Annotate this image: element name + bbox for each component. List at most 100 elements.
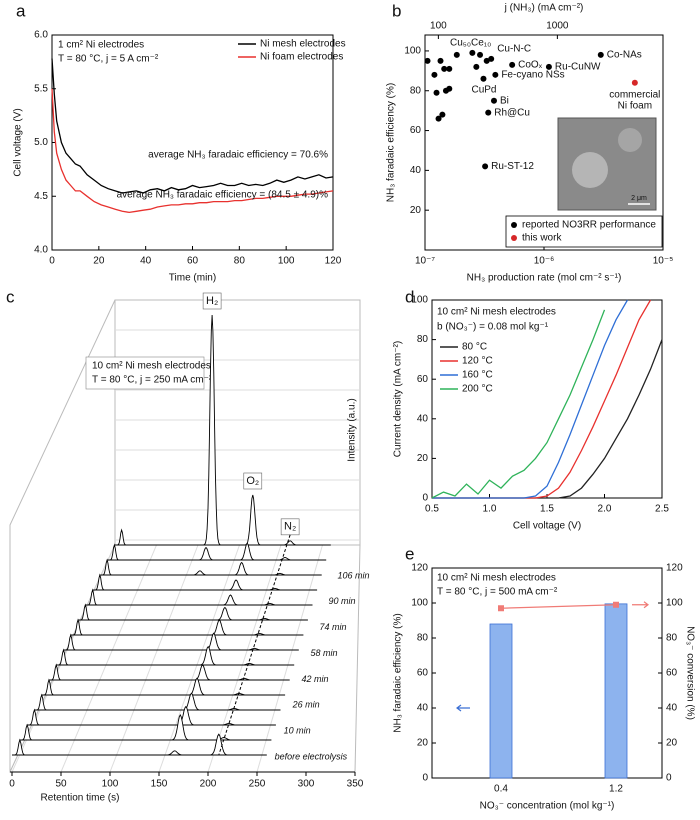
chromatogram — [85, 588, 313, 606]
annotation: 10 cm² Ni mesh electrodes — [437, 307, 556, 318]
chromatogram — [34, 692, 281, 711]
data-point — [446, 85, 453, 92]
y-tick-label: 80 — [417, 334, 429, 345]
point-label: Cu₅₀Ce₁₀ — [450, 38, 491, 49]
peak-guide — [218, 534, 291, 756]
data-point — [437, 57, 444, 64]
chromatogram — [56, 645, 295, 666]
annotation: T = 80 °C, j = 5 A cm⁻² — [58, 54, 159, 65]
y-tick-label: 120 — [411, 563, 428, 574]
point-label: Ni foam — [618, 100, 652, 111]
y-tick-label: 80 — [410, 85, 422, 96]
chromatogram — [115, 314, 331, 546]
y-tick-label: 100 — [404, 46, 421, 57]
annotation: b (NO₃⁻) = 0.08 mol kg⁻¹ — [437, 322, 549, 333]
line-series — [432, 299, 629, 499]
legend-marker — [511, 222, 517, 228]
inset-feature — [572, 152, 608, 188]
axis-arrow — [632, 601, 649, 609]
x-axis-label: NH₃ production rate (mol cm⁻² s⁻¹) — [467, 273, 622, 284]
y-tick-label: 0 — [422, 493, 428, 504]
bar — [604, 603, 628, 779]
y-tick-label: 20 — [410, 205, 422, 216]
x-tick-label: 0.5 — [425, 504, 439, 515]
x-tick-label: 100 — [278, 256, 295, 267]
point-label: Ru-CuNW — [555, 61, 601, 72]
y-tick-label: 40 — [417, 703, 429, 714]
chromatogram — [19, 714, 272, 741]
y-tick-label: 40 — [417, 413, 429, 424]
data-point — [545, 63, 552, 70]
y-tick-label: 60 — [417, 668, 429, 679]
legend-label: Ni foam electrodes — [260, 52, 343, 63]
y2-tick-label: 20 — [666, 738, 678, 749]
floor-grid — [207, 544, 282, 773]
wall — [114, 299, 361, 546]
x-axis-label: Retention time (s) — [41, 793, 120, 804]
data-point — [483, 57, 490, 64]
annotation: T = 80 °C, j = 500 mA cm⁻² — [437, 587, 558, 598]
floor-grid — [158, 544, 240, 773]
y-tick-label: 100 — [411, 598, 428, 609]
line-series — [431, 309, 606, 499]
legend-label: 200 °C — [462, 384, 493, 395]
y-tick-label: 0 — [422, 773, 428, 784]
legend-marker — [511, 235, 517, 241]
trace-label: 42 min — [302, 674, 329, 684]
point-label: Cu-N-C — [497, 44, 531, 55]
legend-box — [505, 215, 663, 248]
panel-label: c — [6, 287, 15, 306]
data-point — [509, 61, 516, 68]
y2-tick-label: 0 — [666, 773, 672, 784]
data-point — [446, 65, 453, 72]
data-point — [439, 111, 446, 118]
y-axis-label: Cell voltage (V) — [13, 108, 24, 176]
trace-label: 10 min — [284, 726, 311, 736]
line-series — [51, 88, 334, 214]
x-tick-label: 2.5 — [655, 504, 669, 515]
data-point — [631, 79, 638, 86]
y-tick-label: 20 — [417, 738, 429, 749]
peak-label: H₂ — [206, 295, 218, 307]
x-tick-label: 10⁻⁵ — [653, 256, 674, 267]
x-axis-label: Time (min) — [169, 273, 216, 284]
y-tick-label: 4.0 — [34, 245, 48, 256]
y-tick-label: 5.0 — [34, 137, 48, 148]
y-axis-label: Intensity (a.u.) — [347, 398, 358, 461]
axis-arrow — [456, 704, 470, 712]
x-tick-label: 20 — [93, 256, 105, 267]
y-tick-label: 5.5 — [34, 83, 48, 94]
y-tick-label: 60 — [410, 125, 422, 136]
data-point — [477, 51, 484, 58]
trace-label: 90 min — [328, 596, 355, 606]
data-point — [441, 65, 448, 72]
x-tick-label: 0.4 — [494, 784, 508, 795]
chromatogram — [41, 677, 286, 696]
annotation: 10 cm² Ni mesh electrodes — [437, 573, 556, 584]
peak-label-box — [243, 472, 263, 490]
panel-label: e — [405, 544, 414, 563]
chromatogram — [70, 618, 304, 636]
chromatogram — [78, 603, 308, 621]
y2-tick-label: 60 — [666, 668, 678, 679]
annotation-box — [85, 356, 205, 390]
x-axis-label: NO₃⁻ concentration (mol kg⁻¹) — [480, 801, 615, 812]
legend-label: 120 °C — [462, 356, 493, 367]
x-tick-label: 80 — [234, 256, 246, 267]
data-point — [433, 89, 440, 96]
data-point — [488, 55, 495, 62]
legend-label: 80 °C — [462, 342, 487, 353]
data-point — [480, 75, 487, 82]
y2-axis-label: NO₃⁻ conversion (%) — [684, 626, 695, 720]
point-label: commercial — [609, 89, 660, 100]
point-label: Rh@Cu — [494, 107, 530, 118]
panel-label: d — [405, 287, 414, 306]
data-point — [453, 51, 460, 58]
chromatogram — [107, 542, 327, 561]
trace-label: before electrolysis — [275, 751, 348, 761]
data-point — [469, 49, 476, 56]
y-axis-label: NH₃ faradaic efficiency (%) — [386, 83, 397, 202]
x2-axis-label: j (NH₃) (mA cm⁻²) — [504, 3, 584, 14]
trace-label: 26 min — [292, 700, 320, 710]
